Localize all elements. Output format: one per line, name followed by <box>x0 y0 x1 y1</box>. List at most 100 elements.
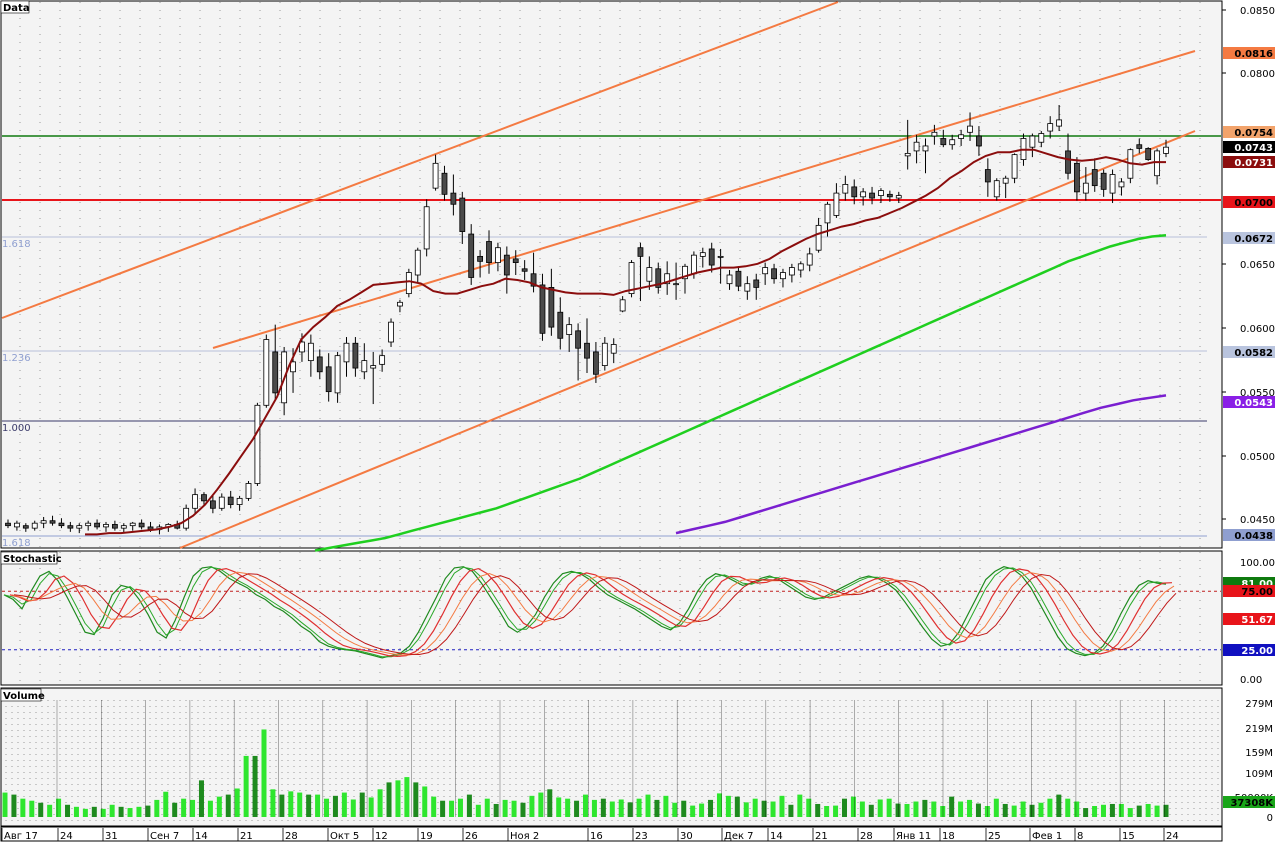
candle-body <box>726 274 733 285</box>
volume-bar <box>565 798 571 817</box>
volume-bar <box>841 798 847 817</box>
candle-body <box>1002 177 1009 184</box>
volume-bar <box>1056 794 1062 817</box>
volume-bar <box>38 802 44 817</box>
candle-body <box>655 268 662 288</box>
candle-body <box>931 131 938 137</box>
candle-body <box>120 525 127 529</box>
channel-middle-line <box>212 50 1196 349</box>
volume-bar <box>627 802 633 817</box>
volume-bar <box>538 792 544 817</box>
stochastic-panel[interactable] <box>0 550 1223 686</box>
volume-bar <box>743 802 749 817</box>
volume-axis-label: 0 <box>1267 813 1273 824</box>
volume-bar <box>29 800 35 817</box>
stoch-marker-box <box>1223 644 1275 656</box>
volume-bar <box>109 804 115 817</box>
candle-body <box>780 272 786 280</box>
candle-body <box>699 252 706 257</box>
volume-bar <box>591 799 597 817</box>
candle-body <box>690 254 697 275</box>
volume-bar <box>145 805 151 817</box>
volume-bar <box>583 794 588 817</box>
candle-body <box>503 254 510 276</box>
volume-marker-label: 37308K <box>1230 798 1274 809</box>
stoch-marker-label: 51.67 <box>1241 615 1273 626</box>
candle-body <box>103 524 109 528</box>
candle-body <box>949 139 956 146</box>
time-axis-label: 31 <box>105 831 118 842</box>
time-axis-label: 8 <box>1077 831 1083 842</box>
candle-body <box>708 248 715 266</box>
volume-bar <box>761 800 767 817</box>
volume-bar <box>967 799 973 817</box>
candle-body <box>984 169 991 183</box>
volume-bar <box>556 797 562 817</box>
price-marker-box <box>1223 126 1275 138</box>
candle-body <box>201 494 207 502</box>
price-marker-label: 0.0731 <box>1234 158 1273 169</box>
price-panel-title: Data <box>3 3 30 14</box>
volume-bar <box>475 804 481 817</box>
candle-body <box>940 138 947 146</box>
volume-bar <box>958 801 964 817</box>
time-axis-label: 26 <box>465 831 478 842</box>
volume-bar <box>1074 801 1080 817</box>
volume-bar <box>20 798 26 817</box>
candle-body <box>788 267 795 276</box>
price-axis-label: 0.0500 <box>1240 452 1275 463</box>
candle-body <box>254 404 261 484</box>
time-axis-label: 28 <box>285 831 298 842</box>
candle-body <box>735 270 742 287</box>
volume-bar <box>190 799 196 817</box>
volume-bar <box>457 798 463 817</box>
candle-body <box>993 180 1000 198</box>
price-marker-box <box>1223 47 1275 59</box>
volume-bar <box>1020 801 1026 817</box>
candle-body <box>245 483 252 499</box>
candle-body <box>967 125 973 133</box>
volume-bar <box>1002 803 1008 817</box>
volume-bar <box>1154 805 1160 817</box>
price-marker-box <box>1223 529 1275 541</box>
volume-bar <box>672 802 678 817</box>
price-marker-label: 0.0672 <box>1234 234 1273 245</box>
volume-bar <box>127 808 133 817</box>
volume-bar <box>716 793 722 817</box>
volume-bar <box>297 792 303 817</box>
time-axis-label: 25 <box>988 831 1001 842</box>
stoch-marker-label: 75.00 <box>1241 587 1273 598</box>
volume-bar <box>1038 802 1044 817</box>
ma-long-line <box>675 394 1167 535</box>
candle-body <box>218 496 225 509</box>
volume-bar <box>484 798 490 817</box>
price-marker-box <box>1223 396 1275 408</box>
volume-bar <box>386 782 392 817</box>
volume-bar <box>1145 803 1151 817</box>
volume-bar <box>913 801 919 817</box>
volume-bar <box>779 795 785 817</box>
price-marker-label: 0.0743 <box>1234 143 1273 154</box>
stochastic-panel-title: Stochastic <box>3 554 62 565</box>
volume-bar <box>350 799 356 817</box>
candle-body <box>14 522 20 528</box>
candle-body <box>31 522 38 529</box>
candle-body <box>67 525 74 529</box>
candle-body <box>904 152 911 157</box>
time-axis-label: 12 <box>375 831 388 842</box>
price-marker-label: 0.0543 <box>1234 398 1273 409</box>
candle-body <box>922 145 929 152</box>
candle-body <box>441 172 448 195</box>
time-axis-label: Янв 11 <box>896 831 931 842</box>
price-panel[interactable] <box>0 0 1223 549</box>
volume-bar <box>324 798 330 817</box>
candle-body <box>1074 162 1080 193</box>
candle-body <box>717 255 724 258</box>
price-marker-box <box>1223 141 1275 153</box>
candle-body <box>423 206 430 250</box>
candle-body <box>334 355 341 394</box>
volume-bar <box>234 788 240 817</box>
volume-axis-label: 109M <box>1245 769 1273 780</box>
candle-body <box>22 525 29 529</box>
volume-bar <box>699 803 705 817</box>
